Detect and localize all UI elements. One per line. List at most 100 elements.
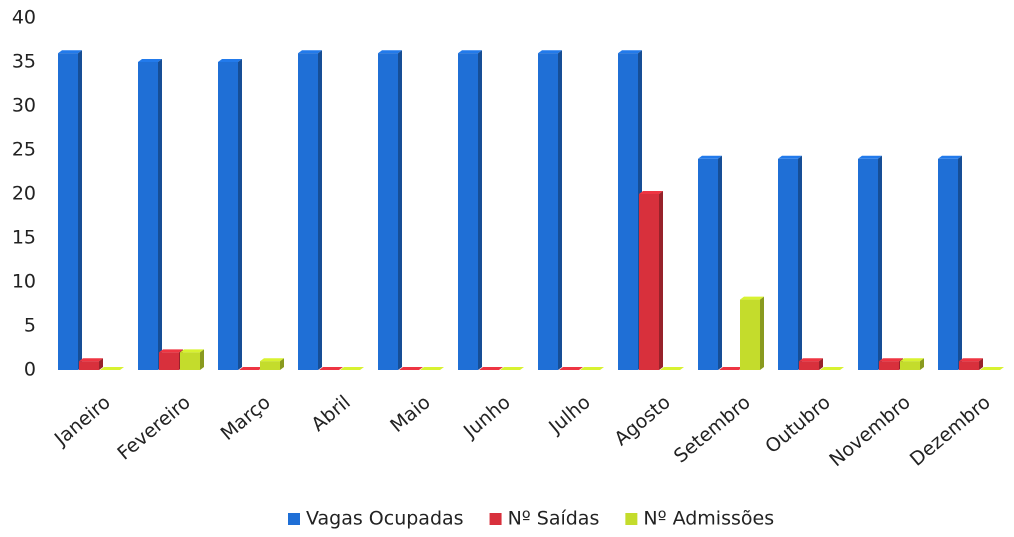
bar-top	[159, 349, 183, 353]
bar-top	[138, 59, 162, 62]
bar-top	[740, 296, 764, 300]
legend-label: Nº Saídas	[508, 508, 600, 530]
bar-side	[760, 296, 764, 370]
bar	[218, 62, 238, 370]
x-tick-label: Fevereiro	[113, 391, 194, 464]
bar-top	[100, 367, 124, 370]
x-tick-label: Março	[217, 391, 275, 445]
legend-label: Nº Admissões	[643, 508, 774, 530]
bar-top	[580, 367, 604, 370]
x-tick-label: Dezembro	[906, 391, 995, 471]
bar-side	[798, 155, 802, 370]
bar-top	[980, 367, 1004, 370]
x-tick-label: Janeiro	[50, 391, 115, 450]
bar-top	[479, 367, 503, 370]
bar-side	[958, 155, 962, 370]
legend-swatch	[288, 513, 300, 525]
bar-side	[878, 155, 882, 370]
y-tick-label: 15	[12, 227, 36, 249]
x-tick-label: Outubro	[761, 391, 835, 458]
y-tick-label: 20	[12, 183, 36, 205]
bar-top	[239, 367, 263, 370]
bar-side	[718, 155, 722, 370]
x-tick-label: Junho	[459, 391, 515, 443]
bar-top	[639, 191, 663, 194]
x-tick-label: Maio	[386, 391, 435, 437]
bar-side	[979, 358, 983, 370]
bar-top	[618, 50, 642, 54]
x-tick-label: Agosto	[610, 391, 674, 450]
bar	[138, 62, 158, 370]
bar-top	[719, 367, 743, 370]
bar	[378, 53, 398, 370]
bar-side	[819, 358, 823, 370]
bar	[879, 361, 899, 370]
bar-side	[920, 358, 924, 370]
bar-side	[99, 358, 103, 370]
legend-swatch	[489, 513, 502, 525]
bar	[298, 53, 318, 370]
y-tick-label: 40	[12, 7, 36, 29]
bar	[858, 158, 878, 370]
bar	[698, 158, 718, 370]
bar-side	[558, 50, 562, 370]
bar	[740, 299, 760, 370]
bar-top	[79, 358, 103, 362]
bar-top	[218, 59, 242, 62]
bar	[159, 352, 179, 370]
bar-top	[298, 50, 322, 54]
bar-side	[398, 50, 402, 370]
legend-label: Vagas Ocupadas	[306, 508, 464, 530]
bar-side	[659, 191, 663, 370]
bar	[938, 158, 958, 370]
legend-swatch	[625, 513, 638, 525]
bar-top	[660, 367, 684, 370]
bar-top	[340, 367, 364, 370]
y-tick-label: 5	[24, 315, 36, 337]
y-tick-label: 35	[12, 51, 36, 73]
x-tick-label: Setembro	[670, 391, 755, 467]
bar-top	[778, 155, 802, 159]
bar-top	[538, 50, 562, 54]
bar	[538, 53, 558, 370]
bar	[58, 53, 78, 370]
bar	[778, 158, 798, 370]
x-tick-label: Novembro	[825, 391, 914, 471]
bar	[180, 352, 200, 370]
bar-top	[900, 358, 924, 362]
bar-top	[260, 358, 284, 362]
bar	[260, 361, 280, 370]
bar-top	[879, 358, 903, 362]
bar-side	[478, 50, 482, 370]
bar-top	[180, 349, 204, 353]
bar	[799, 361, 819, 370]
bar	[900, 361, 920, 370]
bar-top	[959, 358, 983, 362]
bar-top	[500, 367, 524, 370]
bar-top	[458, 50, 482, 54]
bar	[79, 361, 99, 370]
bar-top	[378, 50, 402, 54]
bar-top	[698, 155, 722, 159]
bar-top	[938, 155, 962, 159]
bar-top	[420, 367, 444, 370]
bar	[618, 53, 638, 370]
x-tick-label: Julho	[544, 391, 595, 438]
bar-side	[238, 59, 242, 370]
bar-top	[319, 367, 343, 370]
bar	[458, 53, 478, 370]
bar-side	[280, 358, 284, 370]
bar-top	[858, 155, 882, 159]
y-tick-label: 10	[12, 271, 36, 293]
bar-top	[799, 358, 823, 362]
bar-top	[820, 367, 844, 370]
bar	[959, 361, 979, 370]
y-tick-label: 25	[12, 139, 36, 161]
y-tick-label: 0	[24, 359, 36, 381]
bar	[639, 194, 659, 370]
bar-top	[399, 367, 423, 370]
bar-side	[318, 50, 322, 370]
bar-side	[78, 50, 82, 370]
bar-side	[200, 349, 204, 370]
bar-side	[158, 59, 162, 370]
